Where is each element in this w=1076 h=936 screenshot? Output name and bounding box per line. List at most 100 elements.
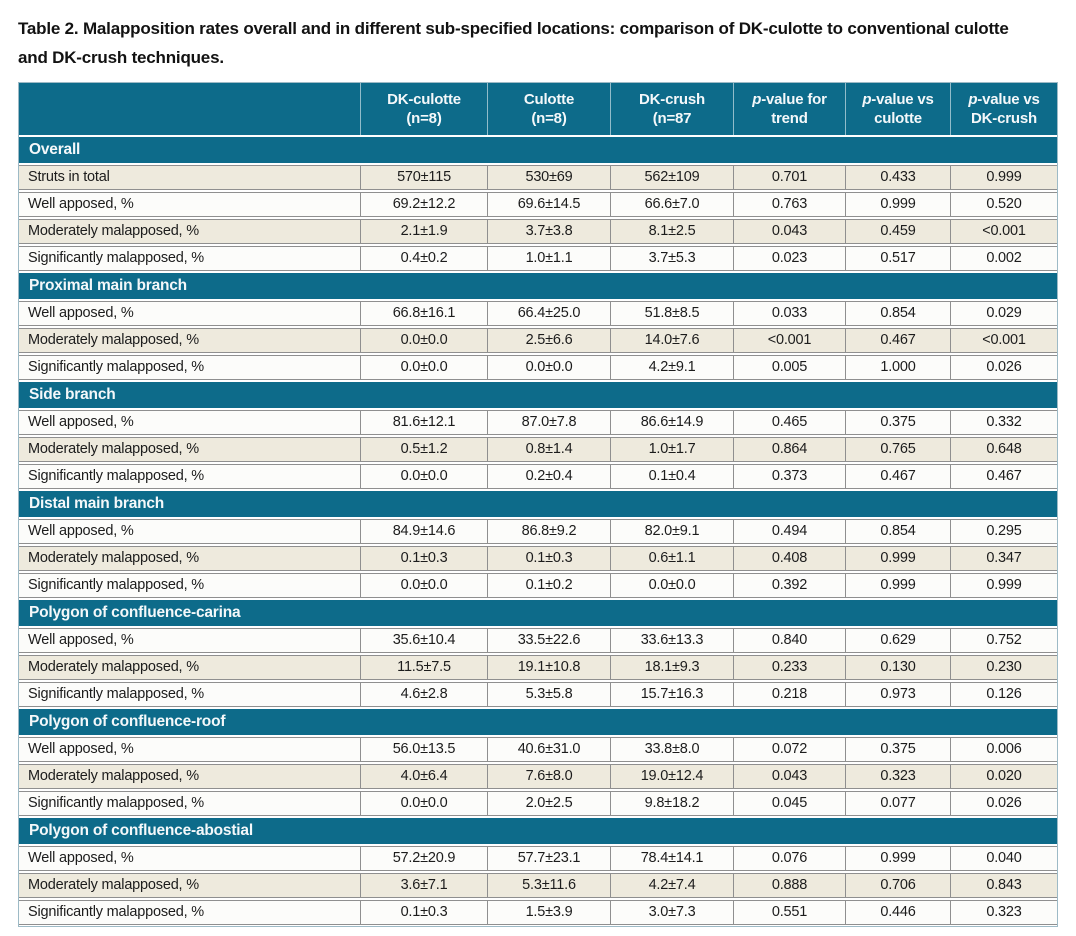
column-header-line2: (n=87 [652,110,692,127]
cell-value: 0.408 [733,547,845,570]
cell-value: 0.1±0.4 [610,465,733,488]
row-label: Well apposed, % [28,850,134,866]
section-header: Overall [19,137,1057,163]
column-header-line2: trend [771,110,808,127]
row-label: Well apposed, % [28,305,134,321]
cell-value: 0.973 [845,683,950,706]
cell-value: 84.9±14.6 [360,520,487,543]
table-row: Significantly malapposed, % 4.6±2.8 5.3±5.… [19,682,1057,707]
cell-value: 0.763 [733,193,845,216]
cell-value: 19.0±12.4 [610,765,733,788]
cell-value: 2.5±6.6 [487,329,610,352]
cell-value: 0.043 [733,765,845,788]
cell-value: 0.551 [733,901,845,924]
cell-value: 0.433 [845,166,950,189]
cell-value: 3.7±3.8 [487,220,610,243]
cell-value: 0.029 [950,302,1057,325]
row-label: Significantly malapposed, % [28,795,204,811]
cell-value: 0.375 [845,738,950,761]
column-header-line1: p-value for [752,91,827,108]
row-label: Significantly malapposed, % [28,686,204,702]
table-row: Struts in total 570±115 530±69 562±109 0.701… [19,165,1057,190]
column-header-line2: DK-crush [971,110,1037,127]
cell-value: 0.701 [733,166,845,189]
cell-value: 0.494 [733,520,845,543]
cell-value: 0.026 [950,792,1057,815]
cell-value: 0.023 [733,247,845,270]
row-label: Well apposed, % [28,741,134,757]
row-label: Significantly malapposed, % [28,250,204,266]
row-label: Moderately malapposed, % [28,550,199,566]
cell-value: 1.0±1.1 [487,247,610,270]
table-row: Moderately malapposed, % 2.1±1.9 3.7±3.8 8.… [19,219,1057,244]
cell-value: 11.5±7.5 [360,656,487,679]
cell-value: 0.1±0.3 [487,547,610,570]
row-label: Struts in total [28,169,110,185]
cell-value: 0.043 [733,220,845,243]
row-label: Moderately malapposed, % [28,659,199,675]
cell-value: 0.843 [950,874,1057,897]
cell-value: 1.0±1.7 [610,438,733,461]
cell-value: 86.6±14.9 [610,411,733,434]
table-row: Well apposed, % 56.0±13.5 40.6±31.0 33.8±8.… [19,737,1057,762]
cell-value: 0.0±0.0 [610,574,733,597]
cell-value: 56.0±13.5 [360,738,487,761]
cell-value: 66.4±25.0 [487,302,610,325]
cell-value: 57.7±23.1 [487,847,610,870]
column-header-line1: DK-culotte [387,91,461,108]
cell-value: 33.6±13.3 [610,629,733,652]
cell-value: 0.1±0.3 [360,901,487,924]
cell-value: 4.2±9.1 [610,356,733,379]
cell-value: 0.706 [845,874,950,897]
cell-value: 0.126 [950,683,1057,706]
cell-value: 0.006 [950,738,1057,761]
cell-value: 86.8±9.2 [487,520,610,543]
cell-value: 0.854 [845,302,950,325]
table-row: Significantly malapposed, % 0.1±0.3 1.5±3.… [19,900,1057,925]
cell-value: 1.5±3.9 [487,901,610,924]
row-label: Well apposed, % [28,632,134,648]
cell-value: 5.3±5.8 [487,683,610,706]
cell-value: 0.5±1.2 [360,438,487,461]
cell-value: 570±115 [360,166,487,189]
column-header-dk-culotte: DK-culotte (n=8) [360,83,487,135]
table-row: Well apposed, % 57.2±20.9 57.7±23.1 78.4±14… [19,846,1057,871]
table-row: Well apposed, % 69.2±12.2 69.6±14.5 66.6±7.… [19,192,1057,217]
cell-value: 0.0±0.0 [360,465,487,488]
cell-value: 66.6±7.0 [610,193,733,216]
cell-value: 0.752 [950,629,1057,652]
table-row: Well apposed, % 81.6±12.1 87.0±7.8 86.6±14.… [19,410,1057,435]
cell-value: <0.001 [733,329,845,352]
cell-value: 0.467 [845,329,950,352]
cell-value: 0.648 [950,438,1057,461]
cell-value: 35.6±10.4 [360,629,487,652]
cell-value: 530±69 [487,166,610,189]
cell-value: 0.072 [733,738,845,761]
cell-value: 69.6±14.5 [487,193,610,216]
cell-value: 0.295 [950,520,1057,543]
cell-value: 0.854 [845,520,950,543]
table-row: Well apposed, % 35.6±10.4 33.5±22.6 33.6±13… [19,628,1057,653]
table-row: Well apposed, % 66.8±16.1 66.4±25.0 51.8±8.… [19,301,1057,326]
cell-value: 0.765 [845,438,950,461]
cell-value: 0.218 [733,683,845,706]
cell-value: 0.864 [733,438,845,461]
column-header-line1: DK-crush [639,91,705,108]
cell-value: 0.0±0.0 [360,356,487,379]
column-header-line2: (n=8) [406,110,442,127]
cell-value: 0.0±0.0 [360,329,487,352]
cell-value: 40.6±31.0 [487,738,610,761]
cell-value: 0.446 [845,901,950,924]
column-header-culotte: Culotte (n=8) [487,83,610,135]
cell-value: 0.6±1.1 [610,547,733,570]
cell-value: 0.0±0.0 [360,574,487,597]
cell-value: 82.0±9.1 [610,520,733,543]
cell-value: 0.0±0.0 [360,792,487,815]
cell-value: 0.076 [733,847,845,870]
cell-value: 69.2±12.2 [360,193,487,216]
cell-value: 0.840 [733,629,845,652]
cell-value: 78.4±14.1 [610,847,733,870]
section-header: Side branch [19,382,1057,408]
cell-value: 0.375 [845,411,950,434]
